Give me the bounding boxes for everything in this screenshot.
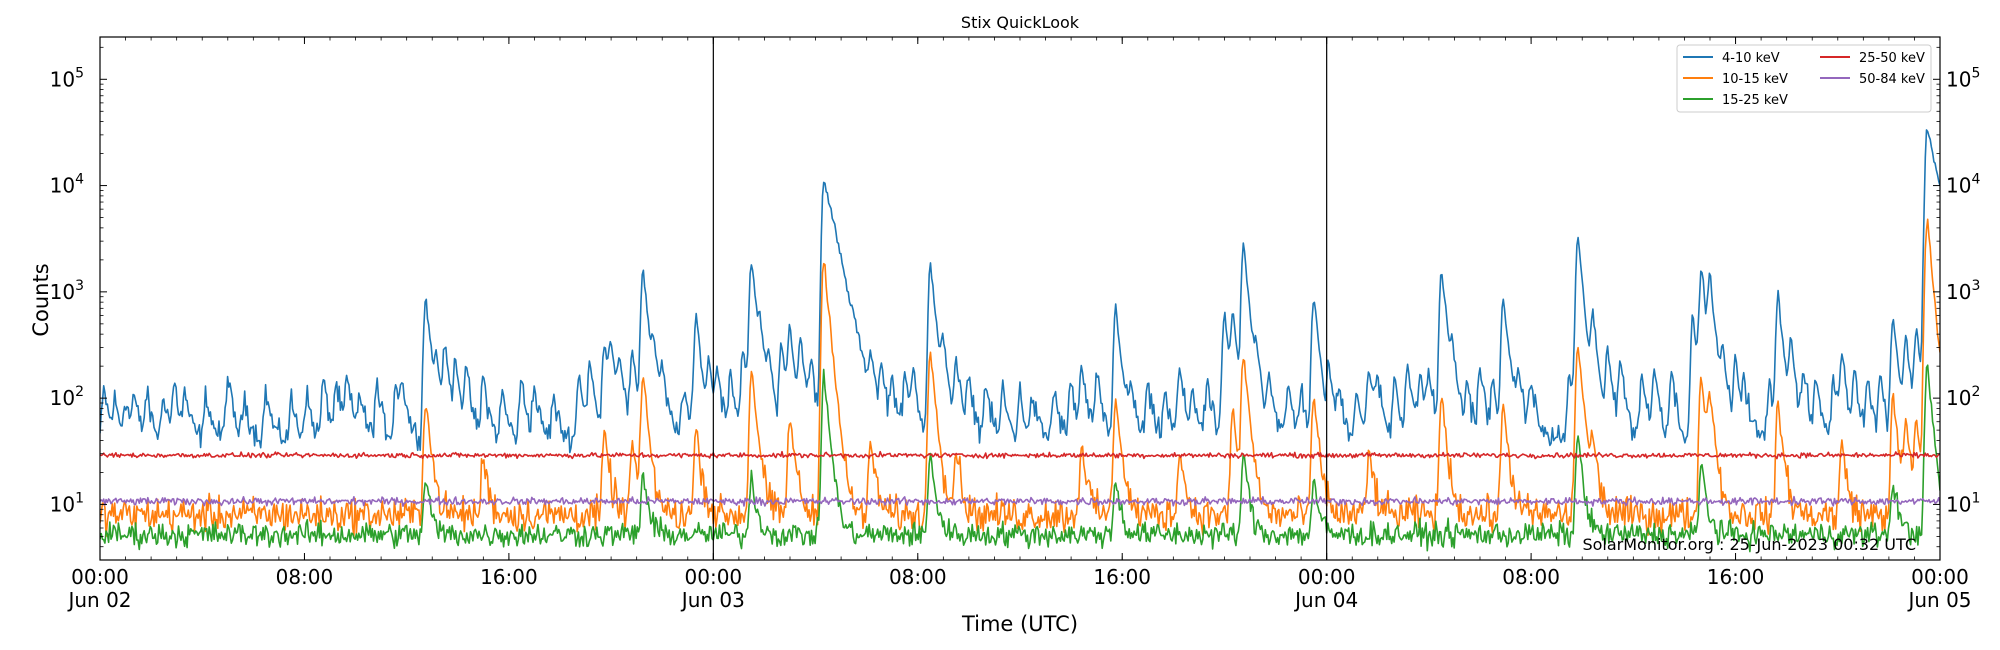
x-tick-label: Jun 04	[1293, 588, 1358, 612]
series-line-50-84-kev	[100, 495, 1940, 507]
legend-label: 4-10 keV	[1722, 51, 1780, 66]
legend-label: 15-25 keV	[1722, 93, 1788, 108]
chart-title: Stix QuickLook	[961, 13, 1080, 32]
y-tick-label: 102	[50, 384, 84, 410]
x-axis-label: Time (UTC)	[961, 612, 1078, 636]
y-axis-label: Counts	[29, 263, 53, 336]
x-tick-label: 16:00	[1707, 565, 1765, 589]
y-tick-label: 104	[50, 172, 84, 198]
x-tick-label: 00:00	[685, 565, 743, 589]
series-line-10-15-kev	[100, 218, 1940, 538]
series-line-4-10-kev	[100, 129, 1940, 454]
day-dividers	[712, 37, 1328, 560]
x-tick-label: 16:00	[1093, 565, 1151, 589]
x-tick-label: 00:00	[71, 565, 129, 589]
y-tick-label-right: 104	[1946, 172, 1980, 198]
legend-label: 25-50 keV	[1859, 51, 1925, 66]
legend-label: 10-15 keV	[1722, 72, 1788, 87]
y-tick-label: 105	[50, 65, 84, 91]
x-tick-label: 00:00	[1298, 565, 1356, 589]
legend: 4-10 keV 10-15 keV 15-25 keV 25-50 keV 50-84…	[1676, 44, 1932, 113]
x-tick-label: 08:00	[276, 565, 334, 589]
y-tick-label-right: 103	[1946, 278, 1980, 304]
y-tick-label: 101	[50, 490, 84, 516]
x-tick-label: Jun 05	[1906, 588, 1971, 612]
source-annotation: SolarMonitor.org : 25-Jun-2023 00:32 UTC	[1582, 535, 1916, 554]
y-tick-label: 103	[50, 278, 84, 304]
x-tick-label: Jun 02	[66, 588, 131, 612]
x-tick-label: 08:00	[1502, 565, 1560, 589]
x-tick-label: 08:00	[889, 565, 947, 589]
series-line-25-50-kev	[100, 450, 1940, 460]
x-tick-label: 16:00	[480, 565, 538, 589]
legend-label: 50-84 keV	[1859, 72, 1925, 87]
series-layer	[100, 129, 1940, 553]
y-tick-label-right: 102	[1946, 384, 1980, 410]
y-tick-label-right: 101	[1946, 490, 1980, 516]
legend-box	[1676, 44, 1932, 113]
x-tick-label: 00:00	[1911, 565, 1969, 589]
x-tick-label: Jun 03	[680, 588, 745, 612]
y-tick-label-right: 105	[1946, 65, 1980, 91]
series-line-15-25-kev	[100, 364, 1940, 553]
